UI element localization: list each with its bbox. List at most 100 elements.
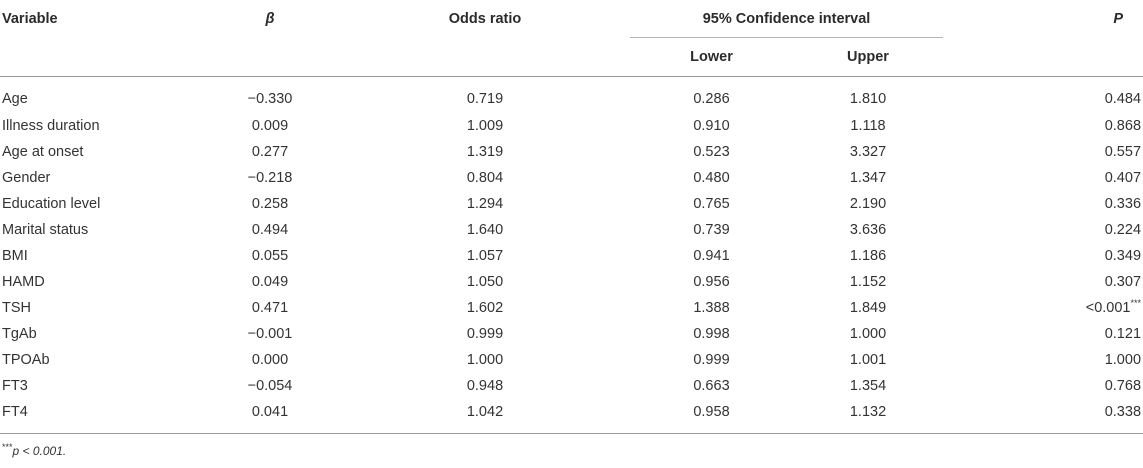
cell-ci-lower-text: 0.958 <box>693 404 730 420</box>
cell-beta: 0.049 <box>200 269 340 295</box>
cell-variable-text: FT4 <box>2 404 28 420</box>
cell-ci-lower-text: 0.523 <box>693 144 730 160</box>
cell-p-value-text: 0.484 <box>1104 91 1142 107</box>
cell-p-value-text: 0.307 <box>1104 274 1142 290</box>
cell-ci-upper-text: 1.132 <box>849 404 887 420</box>
cell-ci-upper: 1.810 <box>793 77 943 114</box>
header-beta: β <box>265 11 275 27</box>
cell-odds-ratio-text: 0.719 <box>466 91 504 107</box>
cell-ci-upper: 2.190 <box>793 191 943 217</box>
table-row: Education level 0.258 1.294 0.765 2.190 0.336 <box>0 191 1143 217</box>
cell-ci-upper: 1.186 <box>793 243 943 269</box>
cell-ci-upper-text: 1.354 <box>849 378 887 394</box>
cell-ci-upper: 1.152 <box>793 269 943 295</box>
header-ci-label: 95% Confidence interval <box>702 11 871 27</box>
cell-variable-text: Illness duration <box>2 118 100 134</box>
cell-ci-lower-text: 1.388 <box>693 300 730 316</box>
cell-odds-ratio: 0.999 <box>340 321 630 347</box>
header-upper: Upper <box>847 49 889 65</box>
cell-p-value-text: 0.121 <box>1104 326 1142 342</box>
cell-beta-text: 0.471 <box>251 300 289 316</box>
cell-ci-upper: 1.001 <box>793 347 943 373</box>
cell-variable: Age <box>0 77 200 114</box>
table-container: Variable β Odds ratio 95% Confidence int… <box>0 11 1143 459</box>
cell-beta: 0.055 <box>200 243 340 269</box>
cell-variable: Gender <box>0 165 200 191</box>
cell-odds-ratio: 1.319 <box>340 139 630 165</box>
cell-odds-ratio: 1.000 <box>340 347 630 373</box>
cell-variable-text: TPOAb <box>2 352 50 368</box>
cell-ci-lower-text: 0.663 <box>693 378 730 394</box>
cell-beta-text: 0.258 <box>251 196 289 212</box>
cell-odds-ratio-text: 1.640 <box>466 222 504 238</box>
cell-ci-upper-text: 3.327 <box>849 144 887 160</box>
cell-beta-text: 0.494 <box>251 222 289 238</box>
table-row: FT4 0.041 1.042 0.958 1.132 0.338 <box>0 399 1143 434</box>
cell-ci-lower-text: 0.941 <box>693 248 730 264</box>
header-lower: Lower <box>690 49 733 65</box>
cell-p-value: 0.307 <box>943 269 1143 295</box>
footnote-marker: *** <box>2 442 13 452</box>
ci-divider <box>630 37 944 38</box>
cell-p-value: 0.349 <box>943 243 1143 269</box>
cell-ci-lower-text: 0.999 <box>693 352 730 368</box>
cell-ci-upper-text: 1.001 <box>849 352 887 368</box>
cell-beta-text: 0.055 <box>251 248 289 264</box>
cell-variable: Age at onset <box>0 139 200 165</box>
cell-p-value-text: 0.349 <box>1104 248 1142 264</box>
cell-beta: 0.009 <box>200 113 340 139</box>
table-row: TPOAb 0.000 1.000 0.999 1.001 1.000 <box>0 347 1143 373</box>
cell-odds-ratio: 0.719 <box>340 77 630 114</box>
cell-ci-lower: 0.523 <box>630 139 793 165</box>
cell-beta: −0.054 <box>200 373 340 399</box>
cell-ci-lower: 0.739 <box>630 217 793 243</box>
cell-odds-ratio: 0.804 <box>340 165 630 191</box>
cell-ci-upper: 1.354 <box>793 373 943 399</box>
cell-ci-lower: 0.998 <box>630 321 793 347</box>
table-body: Age −0.330 0.719 0.286 1.810 0.484 Illness dur… <box>0 77 1143 434</box>
cell-ci-upper-text: 1.810 <box>849 91 887 107</box>
cell-odds-ratio: 1.042 <box>340 399 630 434</box>
cell-p-value-text: 1.000 <box>1104 352 1142 368</box>
cell-beta: −0.001 <box>200 321 340 347</box>
cell-p-value-text: 0.868 <box>1104 118 1142 134</box>
cell-beta: 0.041 <box>200 399 340 434</box>
cell-p-value-text: 0.557 <box>1104 144 1142 160</box>
cell-odds-ratio: 1.294 <box>340 191 630 217</box>
cell-ci-upper-text: 1.118 <box>850 118 886 134</box>
cell-ci-upper-text: 1.186 <box>849 248 887 264</box>
cell-beta-text: 0.000 <box>251 352 289 368</box>
cell-ci-upper: 3.327 <box>793 139 943 165</box>
cell-variable-text: TSH <box>2 300 31 316</box>
cell-beta-text: 0.041 <box>251 404 289 420</box>
cell-variable-text: Marital status <box>2 222 89 238</box>
cell-p-value: 0.868 <box>943 113 1143 139</box>
cell-beta: −0.330 <box>200 77 340 114</box>
cell-odds-ratio-text: 0.948 <box>466 378 504 394</box>
cell-ci-upper: 1.000 <box>793 321 943 347</box>
cell-p-value: 0.557 <box>943 139 1143 165</box>
cell-p-value-text: 0.336 <box>1104 196 1142 212</box>
header-p: P <box>1113 11 1124 27</box>
table-row: FT3 −0.054 0.948 0.663 1.354 0.768 <box>0 373 1143 399</box>
cell-p-value: <0.001*** <box>943 295 1143 321</box>
regression-table: Variable β Odds ratio 95% Confidence int… <box>0 11 1143 434</box>
cell-beta-text: 0.277 <box>251 144 289 160</box>
cell-variable: TSH <box>0 295 200 321</box>
cell-ci-lower: 0.765 <box>630 191 793 217</box>
footnote: ***p < 0.001. <box>0 442 1143 459</box>
cell-variable-text: Education level <box>2 196 101 212</box>
cell-variable-text: BMI <box>2 248 28 264</box>
cell-beta-text: −0.054 <box>247 378 293 394</box>
cell-ci-lower: 0.956 <box>630 269 793 295</box>
cell-ci-lower-text: 0.286 <box>693 91 730 107</box>
table-row: HAMD 0.049 1.050 0.956 1.152 0.307 <box>0 269 1143 295</box>
header-variable: Variable <box>2 11 58 27</box>
cell-ci-lower: 0.286 <box>630 77 793 114</box>
cell-p-value: 0.338 <box>943 399 1143 434</box>
cell-beta-text: 0.009 <box>251 118 289 134</box>
cell-p-value-text: <0.001 <box>1085 300 1131 316</box>
cell-variable: Education level <box>0 191 200 217</box>
cell-ci-lower: 0.480 <box>630 165 793 191</box>
cell-odds-ratio: 1.057 <box>340 243 630 269</box>
